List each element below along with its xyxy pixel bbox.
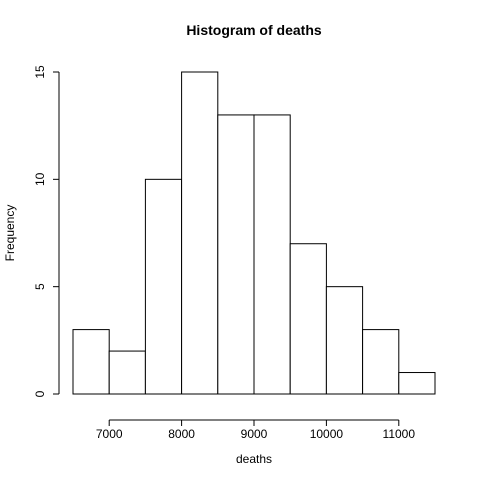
y-tick-label-0: 0 bbox=[33, 390, 47, 397]
y-tick-label-3: 15 bbox=[33, 65, 47, 79]
histogram-bar-5 bbox=[253, 114, 291, 395]
chart-title: Histogram of deaths bbox=[186, 22, 322, 38]
x-tick-label-3: 10000 bbox=[310, 427, 344, 441]
histogram-bar-2 bbox=[144, 178, 183, 395]
histogram-bar-8 bbox=[362, 329, 400, 395]
histogram-bar-0 bbox=[72, 329, 110, 395]
y-tick-label-2: 10 bbox=[33, 172, 47, 186]
y-tick-label-1: 5 bbox=[33, 283, 47, 290]
x-axis-label: deaths bbox=[236, 452, 272, 466]
histogram-bar-4 bbox=[217, 114, 255, 395]
histogram-bar-7 bbox=[325, 286, 364, 395]
histogram-bar-6 bbox=[289, 243, 327, 395]
x-tick-label-1: 8000 bbox=[168, 427, 195, 441]
bars-group bbox=[72, 71, 436, 395]
histogram-bar-1 bbox=[108, 350, 146, 395]
x-tick-label-4: 11000 bbox=[383, 427, 416, 441]
x-tick-label-2: 9000 bbox=[241, 427, 268, 441]
y-axis-label: Frequency bbox=[3, 205, 17, 262]
histogram-bar-3 bbox=[181, 71, 219, 395]
x-axis: 7000 8000 9000 10000 11000 bbox=[96, 419, 416, 441]
x-tick-label-0: 7000 bbox=[96, 427, 123, 441]
y-axis: 0 5 10 15 bbox=[33, 65, 60, 397]
histogram-bar-9 bbox=[398, 372, 436, 395]
